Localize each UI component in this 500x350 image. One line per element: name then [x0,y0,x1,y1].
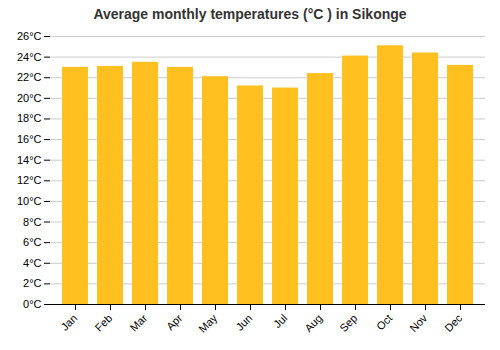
svg-text:12°C: 12°C [17,174,42,186]
svg-text:Jan: Jan [58,312,79,333]
svg-text:10°C: 10°C [17,195,42,207]
svg-text:22°C: 22°C [17,71,42,83]
svg-text:2°C: 2°C [23,277,42,289]
svg-text:Aug: Aug [302,312,324,334]
svg-text:18°C: 18°C [17,112,42,124]
svg-text:6°C: 6°C [23,236,42,248]
svg-text:Feb: Feb [93,312,115,334]
svg-text:Apr: Apr [164,312,185,333]
svg-text:14°C: 14°C [17,154,42,166]
svg-text:Sep: Sep [337,312,359,334]
svg-text:Nov: Nov [407,311,430,334]
svg-text:Oct: Oct [374,312,395,333]
svg-text:4°C: 4°C [23,257,42,269]
svg-text:0°C: 0°C [23,298,42,310]
svg-text:20°C: 20°C [17,92,42,104]
html-text:Average monthly temperatures (: Average monthly temperatures (°C ) in Si… [93,6,407,22]
svg-text:Jun: Jun [233,312,254,333]
svg-text:16°C: 16°C [17,133,42,145]
svg-text:26°C: 26°C [17,30,42,42]
svg-text:Mar: Mar [128,312,150,334]
svg-text:Jul: Jul [271,312,289,330]
svg-text:May: May [196,311,220,335]
svg-text:8°C: 8°C [23,216,42,228]
svg-text:Dec: Dec [442,311,465,334]
svg-text:24°C: 24°C [17,51,42,63]
